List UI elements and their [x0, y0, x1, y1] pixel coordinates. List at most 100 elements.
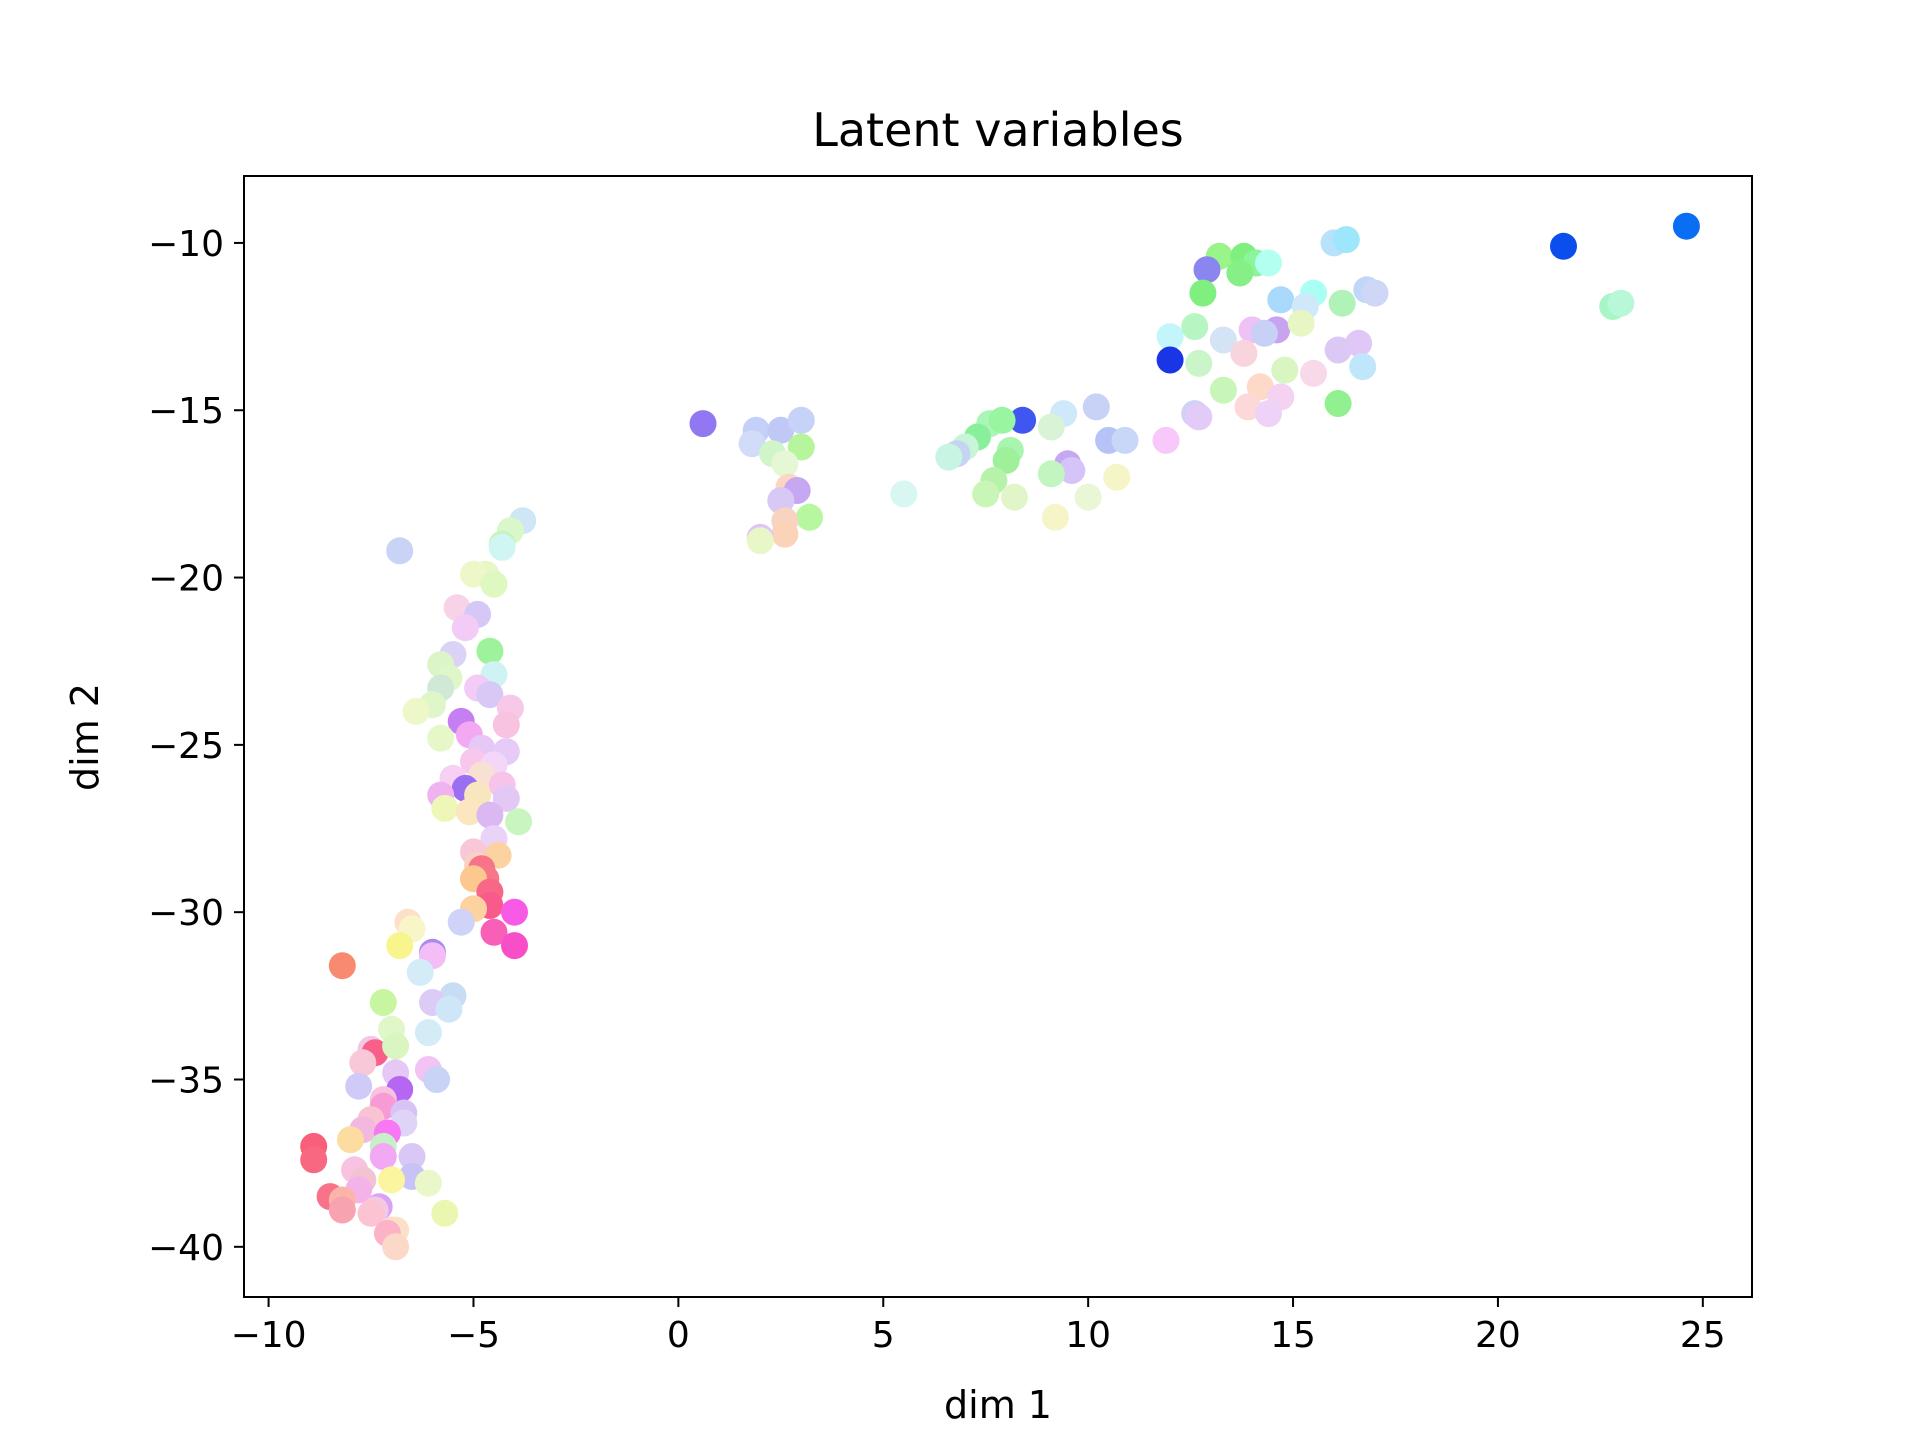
scatter-point-171 [300, 1146, 328, 1174]
scatter-point-37 [1234, 393, 1262, 421]
scatter-point-13 [1267, 286, 1295, 314]
x-tick-label: −10 [231, 1315, 307, 1356]
scatter-point-43 [1082, 393, 1110, 421]
scatter-point-62 [972, 480, 1000, 508]
scatter-point-20 [1181, 313, 1209, 341]
scatter-point-93 [451, 614, 479, 642]
scatter-point-82 [746, 527, 774, 555]
scatter-point-47 [1037, 413, 1065, 441]
scatter-point-34 [1209, 376, 1237, 404]
x-axis-label: dim 1 [944, 1383, 1052, 1427]
scatter-point-140 [386, 932, 414, 960]
scatter-point-1 [1550, 232, 1577, 260]
scatter-point-58 [1058, 457, 1086, 484]
scatter-point-45 [1111, 426, 1139, 454]
scatter-point-157 [423, 1066, 451, 1093]
scatter-point-35 [1246, 373, 1274, 401]
scatter-point-50 [988, 406, 1016, 434]
scatter-point-108 [427, 724, 455, 752]
scatter-point-80 [771, 520, 799, 548]
plot-area-frame [243, 175, 1753, 1298]
scatter-point-32 [1300, 359, 1327, 387]
y-axis-ticks: −10 −15 −20 −25 −30 −35 −40 [148, 224, 244, 1269]
scatter-point-30 [1185, 349, 1213, 377]
scatter-point-11 [1193, 256, 1221, 284]
scatter-point-121 [455, 798, 483, 826]
scatter-point-0 [1672, 212, 1700, 240]
scatter-point-27 [1345, 329, 1373, 357]
y-tick-label: −35 [148, 1060, 224, 1101]
scatter-point-28 [1349, 353, 1377, 381]
scatter-point-74 [771, 450, 799, 478]
scatter-point-123 [505, 808, 533, 836]
x-tick-label: 20 [1475, 1315, 1521, 1356]
scatter-point-39 [1324, 390, 1352, 417]
scatter-point-3 [1607, 289, 1635, 317]
points-layer [300, 212, 1700, 1261]
scatter-point-48 [1009, 406, 1037, 434]
scatter-point-5 [1332, 226, 1360, 254]
scatter-point-137 [447, 908, 475, 936]
scatter-point-17 [1361, 279, 1389, 307]
scatter-point-101 [476, 681, 504, 709]
scatter-point-9 [1255, 249, 1282, 277]
x-tick-label: 25 [1680, 1315, 1726, 1356]
scatter-point-73 [787, 433, 815, 461]
scatter-point-150 [414, 1019, 442, 1047]
y-tick-label: −20 [148, 559, 224, 600]
x-tick-label: 10 [1065, 1315, 1111, 1356]
scatter-point-31 [1230, 339, 1258, 367]
scatter-point-106 [492, 711, 520, 739]
scatter-point-189 [382, 1233, 410, 1261]
scatter-point-10 [1226, 259, 1254, 287]
x-tick-label: 0 [667, 1315, 690, 1356]
scatter-point-119 [492, 784, 520, 812]
scatter-point-54 [935, 443, 963, 471]
scatter-point-145 [369, 989, 397, 1016]
scatter-point-167 [337, 1126, 364, 1154]
scatter-point-24 [1287, 309, 1315, 337]
scatter-point-67 [689, 410, 717, 438]
scatter-point-155 [349, 1049, 377, 1077]
scatter-point-185 [431, 1199, 459, 1227]
scatter-point-135 [480, 918, 508, 946]
scatter-point-120 [431, 794, 459, 822]
chart-title: Latent variables [812, 103, 1184, 157]
scatter-point-33 [1271, 356, 1299, 384]
scatter-point-183 [328, 1196, 356, 1224]
scatter-point-63 [1000, 483, 1028, 511]
scatter-point-122 [476, 801, 504, 829]
y-tick-label: −25 [148, 726, 224, 767]
scatter-point-144 [406, 958, 434, 986]
y-tick-label: −10 [148, 224, 224, 265]
scatter-point-41 [1185, 403, 1213, 431]
scatter-point-90 [480, 570, 508, 598]
scatter-point-29 [1156, 346, 1184, 374]
x-tick-label: 15 [1270, 1315, 1316, 1356]
scatter-point-12 [1189, 279, 1217, 307]
scatter-point-15 [1328, 289, 1356, 317]
scatter-point-176 [378, 1166, 405, 1194]
scatter-point-89 [460, 560, 487, 588]
scatter-point-65 [1041, 503, 1069, 531]
scatter-point-136 [501, 932, 528, 960]
y-tick-label: −15 [148, 391, 224, 432]
scatter-point-159 [345, 1072, 373, 1100]
scatter-point-86 [488, 533, 516, 561]
scatter-point-56 [992, 446, 1020, 474]
x-tick-label: −5 [447, 1315, 500, 1356]
scatter-point-42 [1152, 426, 1180, 454]
scatter-point-184 [357, 1199, 385, 1227]
scatter-point-38 [1255, 400, 1282, 428]
y-tick-label: −30 [148, 893, 224, 934]
scatter-point-87 [386, 537, 414, 565]
scatter-point-143 [328, 952, 356, 980]
scatter-point-103 [402, 697, 430, 725]
scatter-point-60 [1103, 463, 1131, 491]
scatter-point-177 [414, 1169, 442, 1197]
scatter-point-94 [476, 637, 504, 665]
x-axis-ticks: −10 −5 0 5 10 15 20 25 [231, 1297, 1726, 1356]
scatter-point-153 [382, 1032, 410, 1060]
